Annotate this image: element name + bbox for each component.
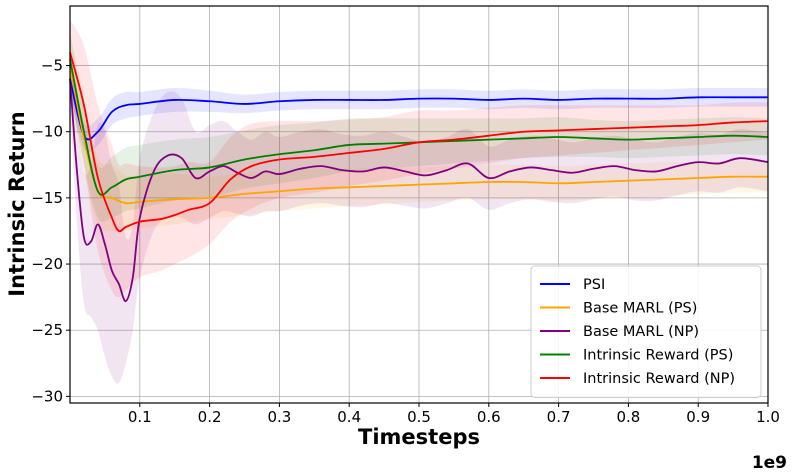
x-axis-ticks: 0.1 0.2 0.3 0.4 0.5 0.6 0.7 0.8 0.9 1.0: [128, 403, 780, 426]
y-axis-label: Intrinsic Return: [5, 111, 29, 296]
x-tick-label: 0.3: [267, 408, 291, 426]
legend-label: Intrinsic Reward (PS): [583, 348, 733, 364]
y-tick-label: −15: [31, 189, 63, 207]
y-tick-label: −25: [31, 321, 63, 339]
x-tick-label: 1.0: [756, 408, 780, 426]
y-axis-ticks: −30 −25 −20 −15 −10 −5: [31, 57, 70, 405]
series-line-2: [69, 78, 769, 303]
legend-label: PSI: [583, 277, 605, 293]
x-tick-label: 0.8: [616, 408, 640, 426]
x-tick-label: 0.7: [547, 408, 571, 426]
grid-lines: [70, 6, 769, 403]
legend-box: [530, 265, 762, 398]
x-tick-label: 0.6: [477, 408, 501, 426]
band-4: [70, 19, 768, 298]
x-tick-label: 0.2: [198, 408, 222, 426]
series-line-1: [69, 65, 769, 205]
series-line-4: [69, 52, 769, 233]
band-3: [70, 32, 768, 222]
x-tick-label: 0.9: [686, 408, 710, 426]
legend-label: Intrinsic Reward (NP): [583, 371, 735, 387]
legend: PSI Base MARL (PS) Base MARL (NP) Intrinsic…: [530, 265, 762, 398]
y-tick-label: −20: [31, 255, 63, 273]
legend-label: Base MARL (PS): [583, 301, 697, 317]
series-line-3: [69, 58, 769, 196]
x-tick-label: 0.1: [128, 408, 152, 426]
y-tick-label: −5: [41, 57, 63, 75]
y-tick-label: −10: [31, 123, 63, 141]
series-lines: [69, 52, 769, 303]
confidence-bands: [70, 19, 768, 384]
band-0: [70, 65, 768, 153]
x-tick-label: 0.4: [337, 408, 361, 426]
legend-label: Base MARL (NP): [583, 324, 699, 340]
x-axis-label: Timesteps: [358, 425, 480, 449]
series-line-0: [69, 78, 768, 141]
x-axis-offset-label: 1e9: [752, 453, 787, 473]
band-1: [70, 39, 768, 232]
x-tick-label: 0.5: [407, 408, 431, 426]
y-tick-label: −30: [31, 387, 63, 405]
